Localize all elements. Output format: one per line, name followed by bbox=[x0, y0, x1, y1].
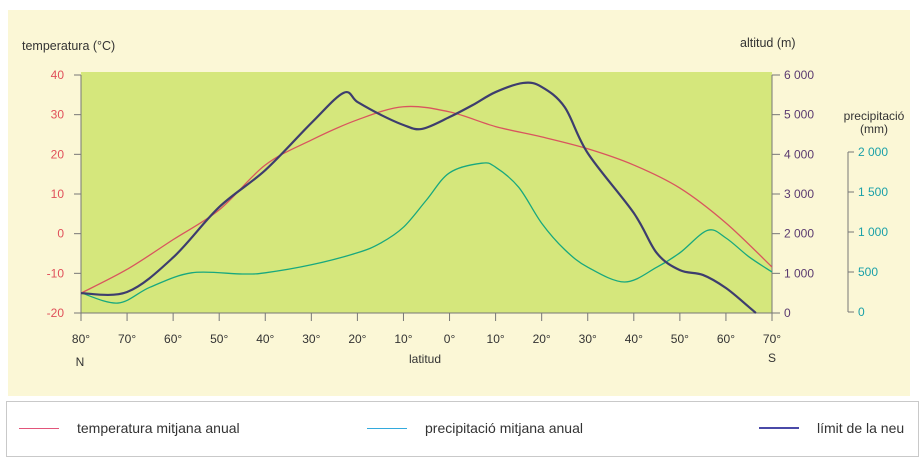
y-left-tick-label: -20 bbox=[47, 306, 65, 320]
legend-label: límit de la neu bbox=[817, 420, 905, 436]
x-tick-label: 40° bbox=[625, 332, 643, 346]
legend-item-snow-line: límit de la neu bbox=[759, 420, 904, 436]
x-end-label-north: N bbox=[76, 355, 85, 369]
precipitation-line bbox=[80, 162, 773, 304]
y-left-tick-label: 0 bbox=[57, 227, 64, 241]
y-left-tick-label: -10 bbox=[47, 266, 65, 280]
x-tick-label: 30° bbox=[302, 332, 320, 346]
x-tick-label: 20° bbox=[348, 332, 366, 346]
legend: temperatura mitjana anual precipitació m… bbox=[6, 401, 919, 457]
y-right-tick-label: 4 000 bbox=[784, 147, 814, 161]
x-tick-label: 20° bbox=[533, 332, 551, 346]
legend-swatch bbox=[367, 427, 407, 429]
x-tick-label: 60° bbox=[717, 332, 735, 346]
x-tick-label: 10° bbox=[394, 332, 412, 346]
x-tick-label: 50° bbox=[210, 332, 228, 346]
chart: 80° 70° 60° 50° 40° 30° 20° 10° 0° 10° 20° 30° 40° 50… bbox=[22, 36, 905, 369]
snow-line bbox=[80, 81, 757, 314]
x-end-label-south: S bbox=[768, 351, 776, 365]
y-left-label: temperatura (°C) bbox=[22, 39, 115, 53]
x-tick-label: 30° bbox=[579, 332, 597, 346]
y-right-altitude-label: altitud (m) bbox=[740, 36, 796, 50]
y-left-tick-label: 10 bbox=[51, 187, 65, 201]
x-tick-label: 0° bbox=[444, 332, 456, 346]
x-tick-label: 60° bbox=[164, 332, 182, 346]
x-tick-label: 80° bbox=[72, 332, 90, 346]
x-tick-label: 50° bbox=[671, 332, 689, 346]
legend-swatch bbox=[19, 427, 59, 429]
y-right-tick-label: 0 bbox=[784, 306, 791, 320]
y-right-tick-label: 6 000 bbox=[784, 68, 814, 82]
y-left-tick-label: 40 bbox=[51, 68, 65, 82]
y-right-tick-label: 5 000 bbox=[784, 108, 814, 122]
y-left-tick-label: 30 bbox=[51, 108, 65, 122]
y-precip-tick-label: 1 500 bbox=[858, 185, 888, 199]
x-tick-label: 10° bbox=[487, 332, 505, 346]
y-precip-tick-label: 0 bbox=[858, 305, 865, 319]
legend-swatch bbox=[759, 427, 799, 429]
x-tick-label: 70° bbox=[118, 332, 136, 346]
x-tick-label: 70° bbox=[763, 332, 781, 346]
y-precip-tick-label: 1 000 bbox=[858, 225, 888, 239]
legend-label: temperatura mitjana anual bbox=[77, 420, 240, 436]
y-right-tick-label: 2 000 bbox=[784, 227, 814, 241]
x-tick-label: 40° bbox=[256, 332, 274, 346]
legend-label: precipitació mitjana anual bbox=[425, 420, 583, 436]
y-right-precip-unit: (mm) bbox=[860, 122, 888, 136]
legend-item-temperature: temperatura mitjana anual bbox=[19, 420, 240, 436]
y-right-tick-label: 1 000 bbox=[784, 266, 814, 280]
legend-item-precipitation: precipitació mitjana anual bbox=[367, 420, 583, 436]
y-precip-tick-label: 2 000 bbox=[858, 145, 888, 159]
temperature-line bbox=[80, 105, 773, 294]
y-right-tick-label: 3 000 bbox=[784, 187, 814, 201]
y-left-tick-label: 20 bbox=[51, 147, 65, 161]
x-axis-label: latitud bbox=[409, 352, 441, 366]
y-right-precip-label: precipitació bbox=[844, 109, 905, 123]
y-precip-tick-label: 500 bbox=[858, 265, 878, 279]
